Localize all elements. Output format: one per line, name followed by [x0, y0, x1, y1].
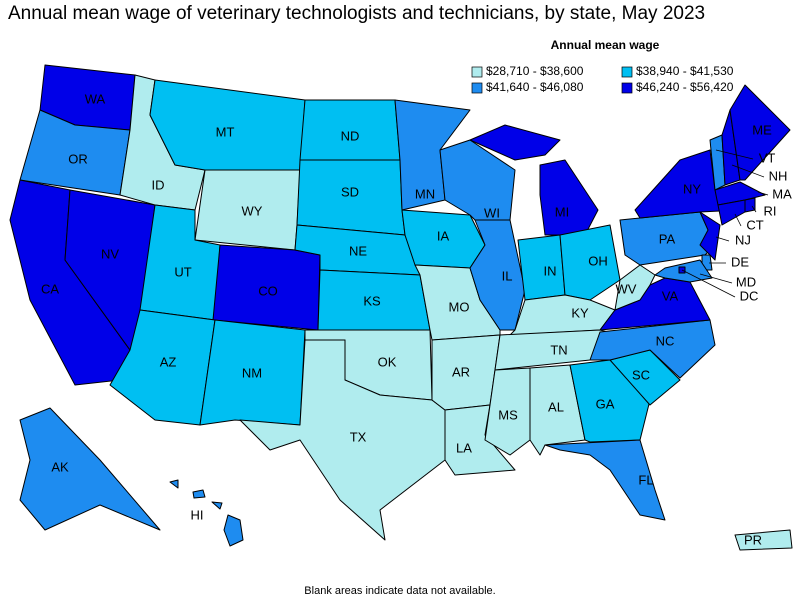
state-label: WV	[616, 281, 637, 296]
leader-line	[715, 236, 730, 242]
state-label: ID	[152, 177, 165, 192]
leader-line	[681, 269, 736, 298]
state-label: RI	[764, 203, 777, 218]
state-label: SC	[632, 367, 650, 382]
state-label: TN	[550, 342, 567, 357]
state-label: IN	[544, 263, 557, 278]
state	[509, 294, 616, 336]
state-label: MA	[772, 186, 792, 201]
state-label: WA	[85, 91, 106, 106]
state-label: NJ	[735, 232, 751, 247]
state	[729, 84, 791, 181]
state-label: PA	[659, 231, 676, 246]
legend-label: $38,940 - $41,530	[636, 64, 734, 78]
leader-line	[734, 213, 742, 227]
state-label: LA	[456, 440, 472, 455]
state	[714, 181, 766, 206]
state	[734, 529, 793, 551]
state-label: NV	[101, 246, 119, 261]
state-label: MT	[216, 124, 235, 139]
state-label: NC	[656, 333, 675, 348]
state-label: VA	[662, 288, 679, 303]
state-label: CO	[258, 283, 278, 298]
state-label: OK	[378, 354, 397, 369]
state-label: KS	[363, 293, 381, 308]
state	[169, 479, 244, 547]
footnote: Blank areas indicate data not available.	[304, 585, 495, 597]
leader-line	[751, 205, 757, 213]
leader-line	[757, 191, 769, 196]
state-label: ME	[752, 122, 772, 137]
state	[19, 407, 161, 531]
state-label: IA	[437, 228, 450, 243]
state-label: IL	[502, 268, 513, 283]
state-label: HI	[191, 507, 204, 522]
state-label: MO	[449, 299, 470, 314]
legend-label: $28,710 - $38,600	[486, 64, 584, 78]
legend-swatch	[471, 66, 483, 78]
state-label: MD	[736, 274, 756, 289]
legend-title: Annual mean wage	[551, 38, 660, 52]
state	[717, 199, 746, 226]
state-label: WI	[484, 205, 500, 220]
state	[744, 197, 756, 213]
state-label: FL	[638, 472, 653, 487]
state-label: CT	[746, 217, 763, 232]
leader-line	[715, 149, 754, 160]
state-label: NM	[242, 365, 262, 380]
state	[517, 234, 566, 301]
state-label: GA	[596, 396, 615, 411]
state-label: AZ	[160, 354, 177, 369]
state-label: NH	[769, 168, 788, 183]
state-label: OH	[588, 253, 608, 268]
state-label: MS	[498, 407, 518, 422]
state-label: TX	[350, 429, 367, 444]
state-label: WY	[242, 203, 263, 218]
state-label: MI	[555, 204, 569, 219]
map-title: Annual mean wage of veterinary technolog…	[8, 3, 705, 24]
state-label: SD	[341, 184, 359, 199]
state-label: ND	[341, 128, 360, 143]
state-label: AK	[51, 459, 69, 474]
state-label: AL	[548, 399, 564, 414]
state-label: VT	[759, 150, 776, 165]
legend-label: $46,240 - $56,420	[636, 80, 734, 94]
legend-swatch	[471, 82, 483, 94]
state-label: OR	[68, 151, 88, 166]
state-label: KY	[571, 305, 589, 320]
state-label: AR	[452, 364, 470, 379]
legend-label: $41,640 - $46,080	[486, 80, 584, 94]
state-label: UT	[174, 264, 191, 279]
state-label: PR	[744, 532, 762, 547]
state-label: CA	[41, 281, 59, 296]
state-label: MN	[415, 186, 435, 201]
state-label: NY	[683, 181, 701, 196]
state	[699, 211, 721, 261]
state	[589, 319, 716, 379]
state	[559, 224, 621, 301]
state	[469, 219, 526, 331]
state-label: DC	[740, 288, 759, 303]
legend-swatch	[621, 66, 633, 78]
legend-swatch	[621, 82, 633, 94]
state-label: DE	[731, 254, 749, 269]
leader-line	[731, 164, 765, 178]
leader-line	[699, 273, 733, 284]
state	[544, 439, 666, 521]
state-label: NE	[349, 243, 367, 258]
